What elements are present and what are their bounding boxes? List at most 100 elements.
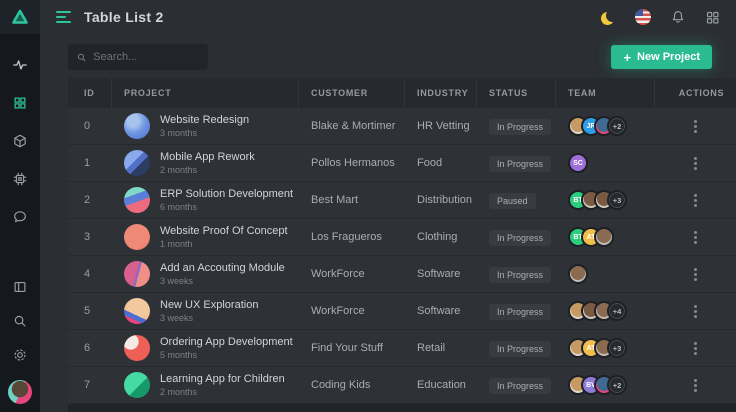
cell-project: Mobile App Rework 2 months	[112, 150, 299, 176]
row-actions-menu-icon[interactable]	[690, 264, 701, 285]
row-actions-menu-icon[interactable]	[690, 338, 701, 359]
topbar-icons	[600, 9, 720, 25]
project-name: New UX Exploration	[160, 299, 259, 311]
project-duration: 3 months	[160, 128, 198, 138]
chat-icon	[14, 211, 26, 223]
bell-icon	[672, 11, 684, 23]
cell-id: 7	[84, 379, 91, 391]
sidebar-item-package[interactable]	[12, 133, 28, 149]
cell-status: In Progress	[477, 302, 556, 320]
cell-project: Website Redesign 3 months	[112, 113, 299, 139]
cell-customer: WorkForce	[311, 305, 365, 317]
sidebar-item-apps-active[interactable]	[12, 95, 28, 111]
sidebar-item-settings[interactable]	[12, 347, 28, 363]
sidebar	[0, 0, 40, 412]
cell-id: 0	[84, 120, 91, 132]
project-thumbnail	[124, 113, 150, 139]
sidebar-item-search[interactable]	[12, 313, 28, 329]
cell-team: SC	[556, 153, 655, 173]
team-overflow-count: +4	[607, 301, 627, 321]
cell-industry: Distribution	[417, 194, 473, 206]
cell-team: JR +2	[556, 116, 655, 136]
row-actions-menu-icon[interactable]	[690, 153, 701, 174]
new-project-button[interactable]: + New Project	[611, 45, 712, 69]
cell-id: 2	[84, 194, 91, 206]
project-thumbnail	[124, 372, 150, 398]
row-actions-menu-icon[interactable]	[690, 227, 701, 248]
table-row: 2 ERP Solution Development 6 months Best…	[68, 182, 736, 219]
notifications-button[interactable]	[670, 9, 686, 25]
status-badge: In Progress	[489, 119, 552, 135]
status-badge: In Progress	[489, 304, 552, 320]
cell-id: 3	[84, 231, 91, 243]
app-logo[interactable]	[0, 0, 40, 34]
search-input[interactable]	[93, 51, 200, 63]
status-badge: In Progress	[489, 267, 552, 283]
cell-customer: WorkForce	[311, 268, 365, 280]
cell-team: BV +2	[556, 375, 655, 395]
cell-actions	[655, 375, 736, 396]
cell-customer: Pollos Hermanos	[311, 157, 395, 169]
topbar: Table List 2	[40, 0, 736, 34]
project-duration: 2 months	[160, 387, 198, 397]
project-duration: 6 months	[160, 202, 198, 212]
sidebar-item-activity[interactable]	[12, 57, 28, 73]
main-area: Table List 2	[40, 0, 736, 412]
row-actions-menu-icon[interactable]	[690, 190, 701, 211]
table-header: ID PROJECT CUSTOMER INDUSTRY STATUS TEAM…	[68, 78, 736, 108]
user-avatar[interactable]	[8, 380, 32, 404]
project-name: Website Proof Of Concept	[160, 225, 288, 237]
table-body: 0 Website Redesign 3 months Blake & Mort…	[68, 108, 736, 404]
project-thumbnail	[124, 335, 150, 361]
table-row: 1 Mobile App Rework 2 months Pollos Herm…	[68, 145, 736, 182]
cell-industry: Retail	[417, 342, 446, 354]
project-name: ERP Solution Development	[160, 188, 294, 200]
menu-toggle-icon[interactable]	[56, 11, 71, 23]
search-icon	[14, 315, 26, 327]
row-actions-menu-icon[interactable]	[690, 116, 701, 137]
language-flag-us[interactable]	[635, 9, 651, 25]
team-avatar-initials: SC	[568, 153, 588, 173]
table-footer-strip	[68, 404, 736, 412]
cell-industry: Software	[417, 268, 461, 280]
table-row: 7 Learning App for Children 2 months Cod…	[68, 367, 736, 404]
new-project-label: New Project	[637, 51, 700, 63]
cell-team: BT AT	[556, 227, 655, 247]
team-avatar-photo	[594, 227, 614, 247]
project-duration: 2 months	[160, 165, 198, 175]
project-duration: 3 weeks	[160, 276, 194, 286]
cell-id: 6	[84, 342, 91, 354]
column-header-customer: CUSTOMER	[299, 78, 405, 108]
table-row: 0 Website Redesign 3 months Blake & Mort…	[68, 108, 736, 145]
cell-actions	[655, 338, 736, 359]
apps-launcher-button[interactable]	[705, 10, 720, 25]
cell-industry: Food	[417, 157, 443, 169]
project-thumbnail	[124, 150, 150, 176]
row-actions-menu-icon[interactable]	[690, 375, 701, 396]
cell-status: In Progress	[477, 228, 556, 246]
plus-icon: +	[623, 49, 632, 65]
cell-team	[556, 264, 655, 284]
status-badge: In Progress	[489, 378, 552, 394]
apps-grid-icon	[706, 11, 719, 24]
activity-icon	[13, 60, 27, 70]
sidebar-item-panel[interactable]	[12, 279, 28, 295]
cell-status: In Progress	[477, 339, 556, 357]
status-badge: Paused	[489, 193, 536, 209]
project-name: Ordering App Development	[160, 336, 293, 348]
cell-project: Add an Accouting Module 3 weeks	[112, 261, 299, 287]
row-actions-menu-icon[interactable]	[690, 301, 701, 322]
status-badge: In Progress	[489, 156, 552, 172]
column-header-industry: INDUSTRY	[405, 78, 477, 108]
dark-mode-toggle[interactable]	[600, 9, 616, 25]
cell-project: ERP Solution Development 6 months	[112, 187, 299, 213]
search-icon	[77, 53, 86, 61]
column-header-status: STATUS	[477, 78, 556, 108]
cell-actions	[655, 301, 736, 322]
sidebar-item-chat[interactable]	[12, 209, 28, 225]
search-box[interactable]	[68, 44, 208, 70]
cell-customer: Blake & Mortimer	[311, 120, 396, 132]
cell-actions	[655, 264, 736, 285]
sidebar-item-cpu[interactable]	[12, 171, 28, 187]
cell-actions	[655, 227, 736, 248]
